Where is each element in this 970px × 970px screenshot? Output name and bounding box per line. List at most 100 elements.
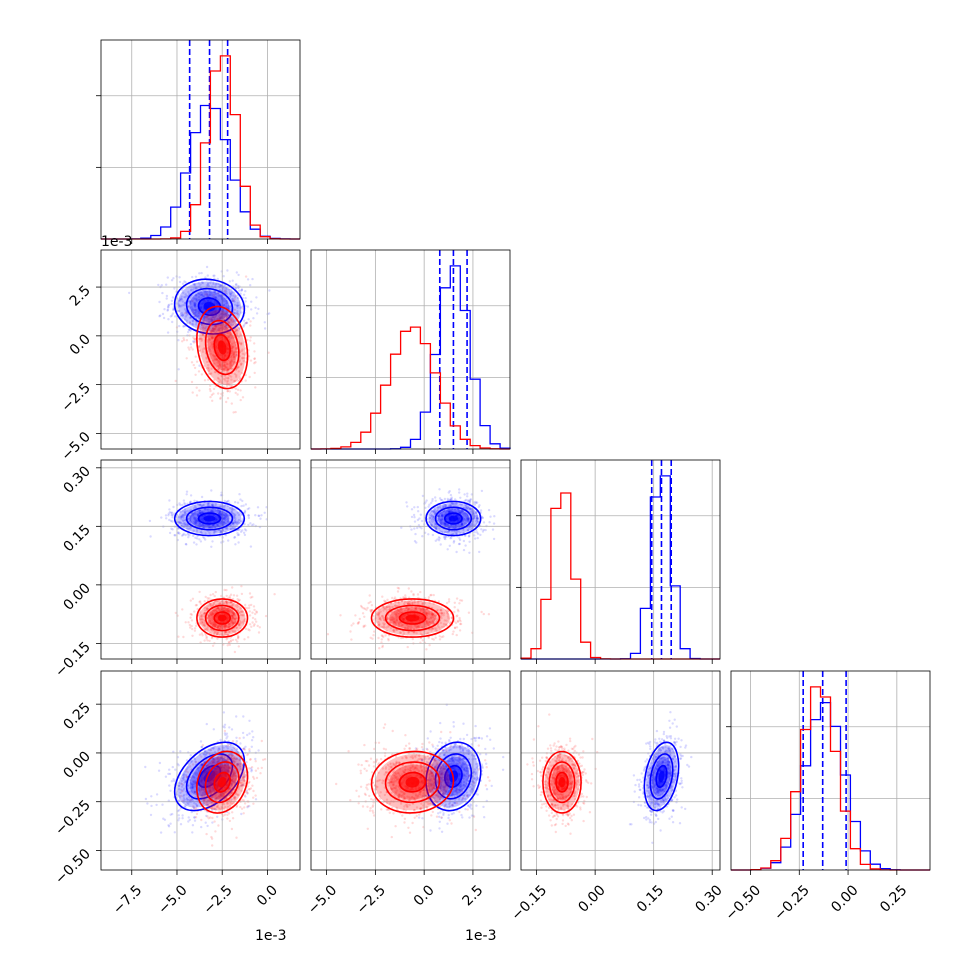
scatter-point	[244, 275, 248, 278]
scatter-point	[176, 302, 180, 305]
scatter-point	[214, 292, 217, 295]
scatter-point	[365, 608, 368, 611]
scatter-point	[231, 345, 235, 348]
scatter-point	[226, 311, 229, 314]
scatter-point	[251, 595, 254, 599]
scatter-point	[226, 326, 229, 329]
scatter-point	[489, 515, 492, 518]
scatter-point	[225, 299, 228, 303]
scatter-point	[181, 608, 184, 611]
scatter-point	[208, 321, 211, 324]
scatter-point	[427, 533, 430, 536]
scatter-point	[229, 362, 232, 365]
scatter-point	[204, 316, 207, 319]
scatter-point	[217, 365, 221, 368]
scatter-point	[219, 396, 222, 399]
scatter-point	[249, 359, 253, 362]
scatter-point	[202, 316, 206, 319]
scatter-point	[184, 296, 187, 299]
scatter-point	[462, 548, 466, 552]
scatter-point	[396, 590, 400, 593]
scatter-point	[414, 532, 417, 536]
scatter-point	[188, 301, 192, 304]
scatter-point	[239, 342, 243, 345]
scatter-point	[240, 288, 244, 291]
scatter-point	[172, 308, 175, 312]
scatter-point	[478, 504, 481, 507]
scatter-point	[438, 638, 442, 641]
scatter-point	[225, 365, 228, 369]
scatter-point	[210, 337, 214, 340]
scatter-point	[211, 326, 214, 330]
scatter-point	[229, 385, 232, 388]
scatter-point	[234, 543, 237, 546]
scatter-point	[200, 293, 203, 297]
scatter-point	[189, 754, 192, 757]
scatter-point	[190, 306, 193, 309]
scatter-point	[205, 284, 209, 287]
scatter-point	[249, 284, 252, 287]
scatter-point	[225, 289, 228, 293]
scatter-point	[194, 297, 197, 300]
scatter-point	[203, 600, 206, 603]
scatter-point	[155, 803, 158, 807]
scatter-point	[187, 330, 190, 334]
scatter-point	[185, 311, 188, 315]
scatter-point	[190, 613, 193, 616]
scatter-point	[244, 351, 248, 354]
scatter-point	[475, 531, 479, 534]
scatter-point	[468, 498, 472, 501]
scatter-point	[218, 294, 222, 297]
scatter-point	[232, 360, 235, 364]
scatter-point	[227, 539, 230, 542]
scatter-point	[222, 323, 225, 326]
scatter-point	[184, 542, 188, 546]
scatter-point	[211, 821, 214, 824]
scatter-point	[172, 778, 175, 781]
scatter-point	[350, 624, 353, 627]
scatter-point	[487, 613, 491, 616]
scatter-point	[181, 300, 184, 303]
scatter-point	[144, 765, 147, 769]
scatter-point	[250, 300, 253, 303]
scatter-point	[236, 304, 239, 308]
scatter-point	[232, 353, 236, 356]
scatter-point	[189, 289, 193, 292]
scatter-point	[206, 335, 209, 339]
scatter-point	[259, 517, 262, 520]
scatter-point	[352, 622, 355, 625]
scatter-point	[226, 380, 229, 384]
scatter-point	[229, 336, 233, 340]
scatter-point	[196, 537, 199, 540]
scatter-point	[455, 615, 458, 618]
scatter-point	[226, 397, 230, 400]
scatter-point	[146, 802, 149, 805]
scatter-point	[162, 817, 165, 820]
scatter-point	[230, 349, 233, 353]
scatter-point	[463, 493, 466, 496]
scatter-point	[246, 278, 250, 281]
scatter-point	[244, 296, 247, 300]
scatter-point	[213, 318, 216, 321]
scatter-point	[445, 601, 449, 605]
scatter-point	[219, 312, 223, 316]
scatter-point	[183, 308, 187, 311]
scatter-point	[193, 312, 196, 315]
scatter-point	[255, 611, 259, 614]
scatter-point	[235, 271, 238, 274]
scatter-point	[213, 355, 216, 358]
scatter-point	[234, 329, 238, 333]
scatter-point	[171, 528, 174, 531]
scatter-point	[474, 500, 477, 504]
scatter-point	[243, 319, 246, 322]
scatter-point	[224, 733, 227, 737]
scatter-point	[413, 527, 416, 530]
scatter-point	[164, 514, 168, 517]
scatter-point	[219, 284, 222, 287]
scatter-point	[217, 359, 220, 362]
scatter-point	[241, 348, 244, 351]
scatter-point	[227, 288, 231, 291]
scatter-point	[207, 364, 210, 367]
scatter-point	[455, 550, 458, 554]
scatter-point	[177, 303, 181, 307]
